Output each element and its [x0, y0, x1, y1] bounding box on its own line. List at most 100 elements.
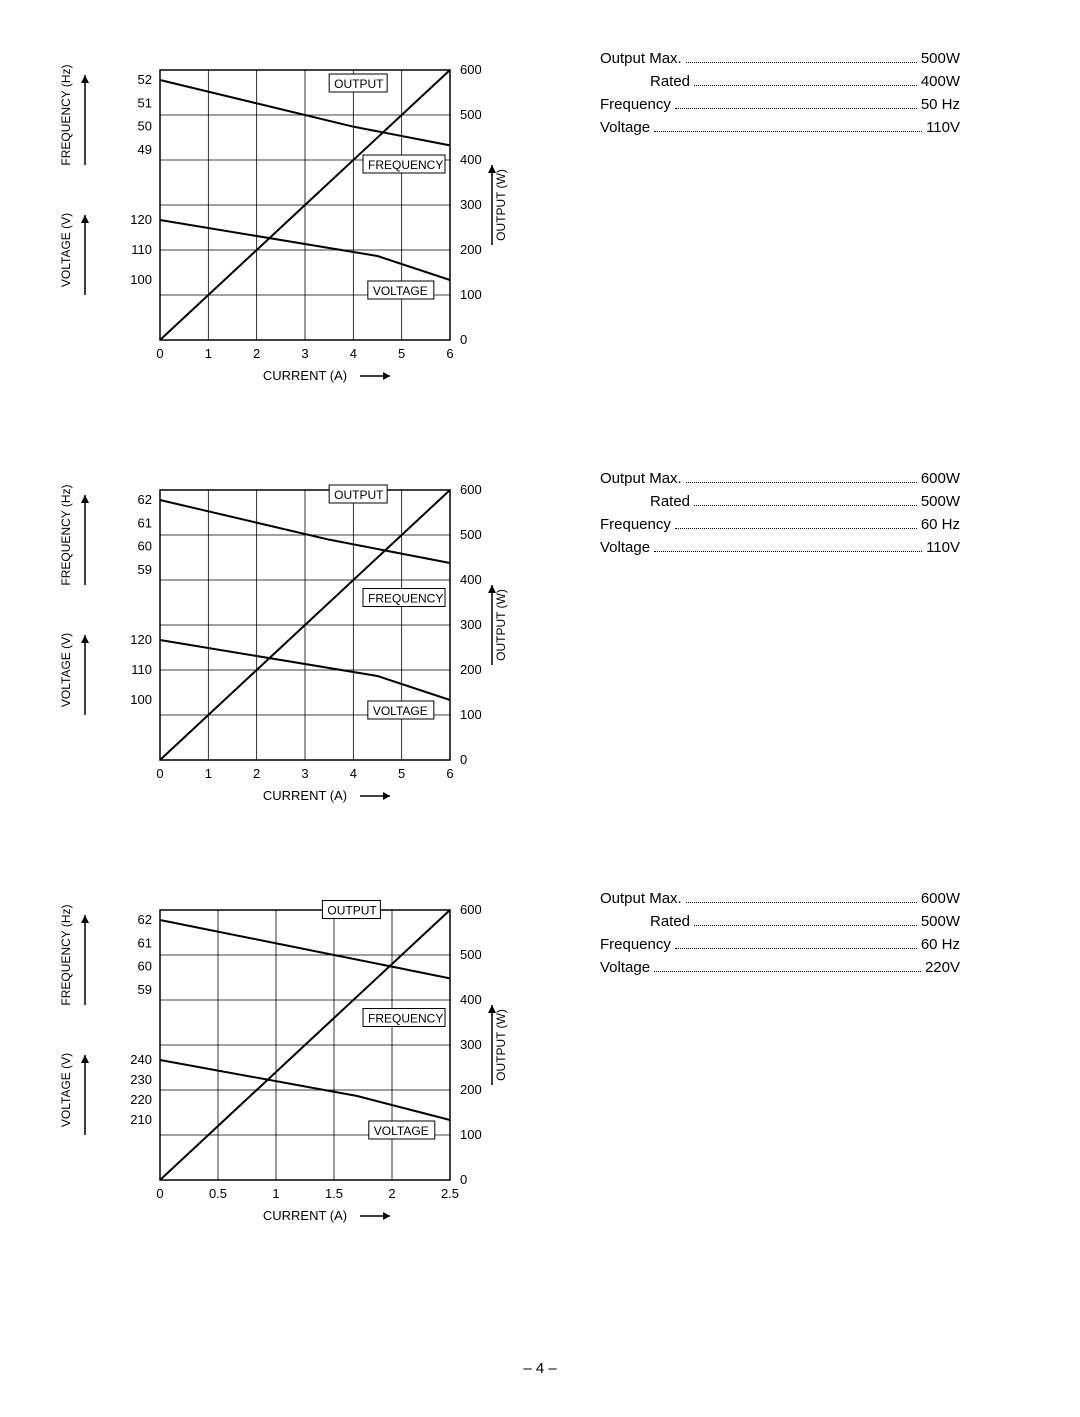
- svg-text:2: 2: [253, 346, 260, 361]
- svg-text:FREQUENCY: FREQUENCY: [368, 592, 443, 606]
- spec-dots: [686, 901, 917, 903]
- svg-text:0: 0: [156, 346, 163, 361]
- svg-text:4: 4: [350, 766, 357, 781]
- svg-text:1: 1: [272, 1186, 279, 1201]
- svg-text:300: 300: [460, 617, 482, 632]
- spec-value: 220V: [925, 959, 960, 976]
- spec-label: Voltage: [600, 119, 650, 136]
- svg-text:2.5: 2.5: [441, 1186, 459, 1201]
- svg-text:CURRENT (A): CURRENT (A): [263, 368, 347, 383]
- svg-text:220: 220: [130, 1092, 152, 1107]
- spec-row: Voltage 220V: [600, 959, 960, 976]
- svg-text:2: 2: [253, 766, 260, 781]
- svg-text:FREQUENCY (Hz): FREQUENCY (Hz): [59, 904, 73, 1005]
- svg-text:51: 51: [138, 95, 152, 110]
- spec-value: 600W: [921, 470, 960, 487]
- svg-text:0: 0: [460, 332, 467, 347]
- svg-text:5: 5: [398, 766, 405, 781]
- svg-text:FREQUENCY: FREQUENCY: [368, 158, 443, 172]
- svg-text:62: 62: [138, 492, 152, 507]
- svg-text:0: 0: [156, 1186, 163, 1201]
- svg-text:61: 61: [138, 935, 152, 950]
- svg-text:49: 49: [138, 142, 152, 157]
- spec-dots: [694, 504, 917, 506]
- spec-dots: [686, 61, 917, 63]
- svg-text:FREQUENCY: FREQUENCY: [368, 1012, 443, 1026]
- svg-text:VOLTAGE (V): VOLTAGE (V): [59, 213, 73, 287]
- spec-row: Output Max. 600W: [600, 470, 960, 487]
- svg-text:59: 59: [138, 982, 152, 997]
- page-footer: – 4 –: [40, 1360, 1040, 1377]
- svg-text:240: 240: [130, 1052, 152, 1067]
- svg-text:6: 6: [446, 346, 453, 361]
- spec-value: 500W: [921, 50, 960, 67]
- spec-label: Output Max.: [600, 470, 682, 487]
- spec-label: Frequency: [600, 516, 671, 533]
- svg-text:4: 4: [350, 346, 357, 361]
- spec-row: Output Max. 500W: [600, 50, 960, 67]
- svg-text:400: 400: [460, 152, 482, 167]
- svg-text:OUTPUT: OUTPUT: [334, 488, 384, 502]
- spec-label: Rated: [600, 73, 690, 90]
- spec-table-3: Output Max.600W Rated 500W Frequency 60 Hz Vo…: [600, 890, 960, 982]
- spec-value: 50 Hz: [921, 96, 960, 113]
- spec-value: 500W: [921, 913, 960, 930]
- spec-dots: [686, 481, 917, 483]
- svg-text:VOLTAGE: VOLTAGE: [374, 1124, 429, 1138]
- spec-value: 110V: [926, 539, 960, 556]
- svg-text:VOLTAGE: VOLTAGE: [373, 704, 428, 718]
- spec-row: Output Max.600W: [600, 890, 960, 907]
- svg-text:500: 500: [460, 947, 482, 962]
- svg-text:50: 50: [138, 119, 152, 134]
- svg-text:0: 0: [156, 766, 163, 781]
- svg-text:3: 3: [301, 766, 308, 781]
- spec-label: Voltage: [600, 959, 650, 976]
- svg-text:0.5: 0.5: [209, 1186, 227, 1201]
- spec-value: 500W: [921, 493, 960, 510]
- spec-label: Frequency: [600, 96, 671, 113]
- svg-text:100: 100: [460, 707, 482, 722]
- svg-text:120: 120: [130, 632, 152, 647]
- svg-text:300: 300: [460, 197, 482, 212]
- spec-row: Voltage 110V: [600, 119, 960, 136]
- spec-value: 60 Hz: [921, 936, 960, 953]
- svg-text:600: 600: [460, 62, 482, 77]
- spec-row: Rated 500W: [600, 913, 960, 930]
- svg-text:6: 6: [446, 766, 453, 781]
- svg-text:52: 52: [138, 72, 152, 87]
- svg-text:100: 100: [130, 692, 152, 707]
- spec-value: 400W: [921, 73, 960, 90]
- chart-1: 0123456010020030040050060049505152100110…: [40, 40, 520, 400]
- spec-row: Frequency 60 Hz: [600, 936, 960, 953]
- spec-label: Rated: [600, 913, 690, 930]
- svg-text:OUTPUT (W): OUTPUT (W): [494, 1009, 508, 1081]
- svg-text:61: 61: [138, 515, 152, 530]
- spec-label: Rated: [600, 493, 690, 510]
- spec-row: Rated 400W: [600, 73, 960, 90]
- spec-row: Frequency 60 Hz: [600, 516, 960, 533]
- svg-text:VOLTAGE: VOLTAGE: [373, 284, 428, 298]
- svg-text:110: 110: [131, 242, 152, 257]
- svg-text:600: 600: [460, 482, 482, 497]
- spec-label: Output Max.: [600, 50, 682, 67]
- chart-2: 0123456010020030040050060059606162100110…: [40, 460, 520, 820]
- svg-text:600: 600: [460, 902, 482, 917]
- spec-dots: [694, 84, 917, 86]
- svg-text:1.5: 1.5: [325, 1186, 343, 1201]
- spec-label: Frequency: [600, 936, 671, 953]
- svg-text:59: 59: [138, 562, 152, 577]
- spec-row: Rated 500W: [600, 493, 960, 510]
- svg-text:200: 200: [460, 242, 482, 257]
- spec-label: Output Max.: [600, 890, 682, 907]
- spec-dots: [694, 924, 917, 926]
- spec-table-1: Output Max. 500W Rated 400W Frequency 50 Hz Vo…: [600, 50, 960, 142]
- spec-value: 110V: [926, 119, 960, 136]
- spec-label: Voltage: [600, 539, 650, 556]
- svg-text:2: 2: [388, 1186, 395, 1201]
- spec-value: 60 Hz: [921, 516, 960, 533]
- spec-dots: [675, 947, 917, 949]
- svg-text:100: 100: [460, 287, 482, 302]
- row-1: 0123456010020030040050060049505152100110…: [40, 40, 1040, 400]
- spec-dots: [654, 550, 922, 552]
- svg-text:60: 60: [138, 959, 152, 974]
